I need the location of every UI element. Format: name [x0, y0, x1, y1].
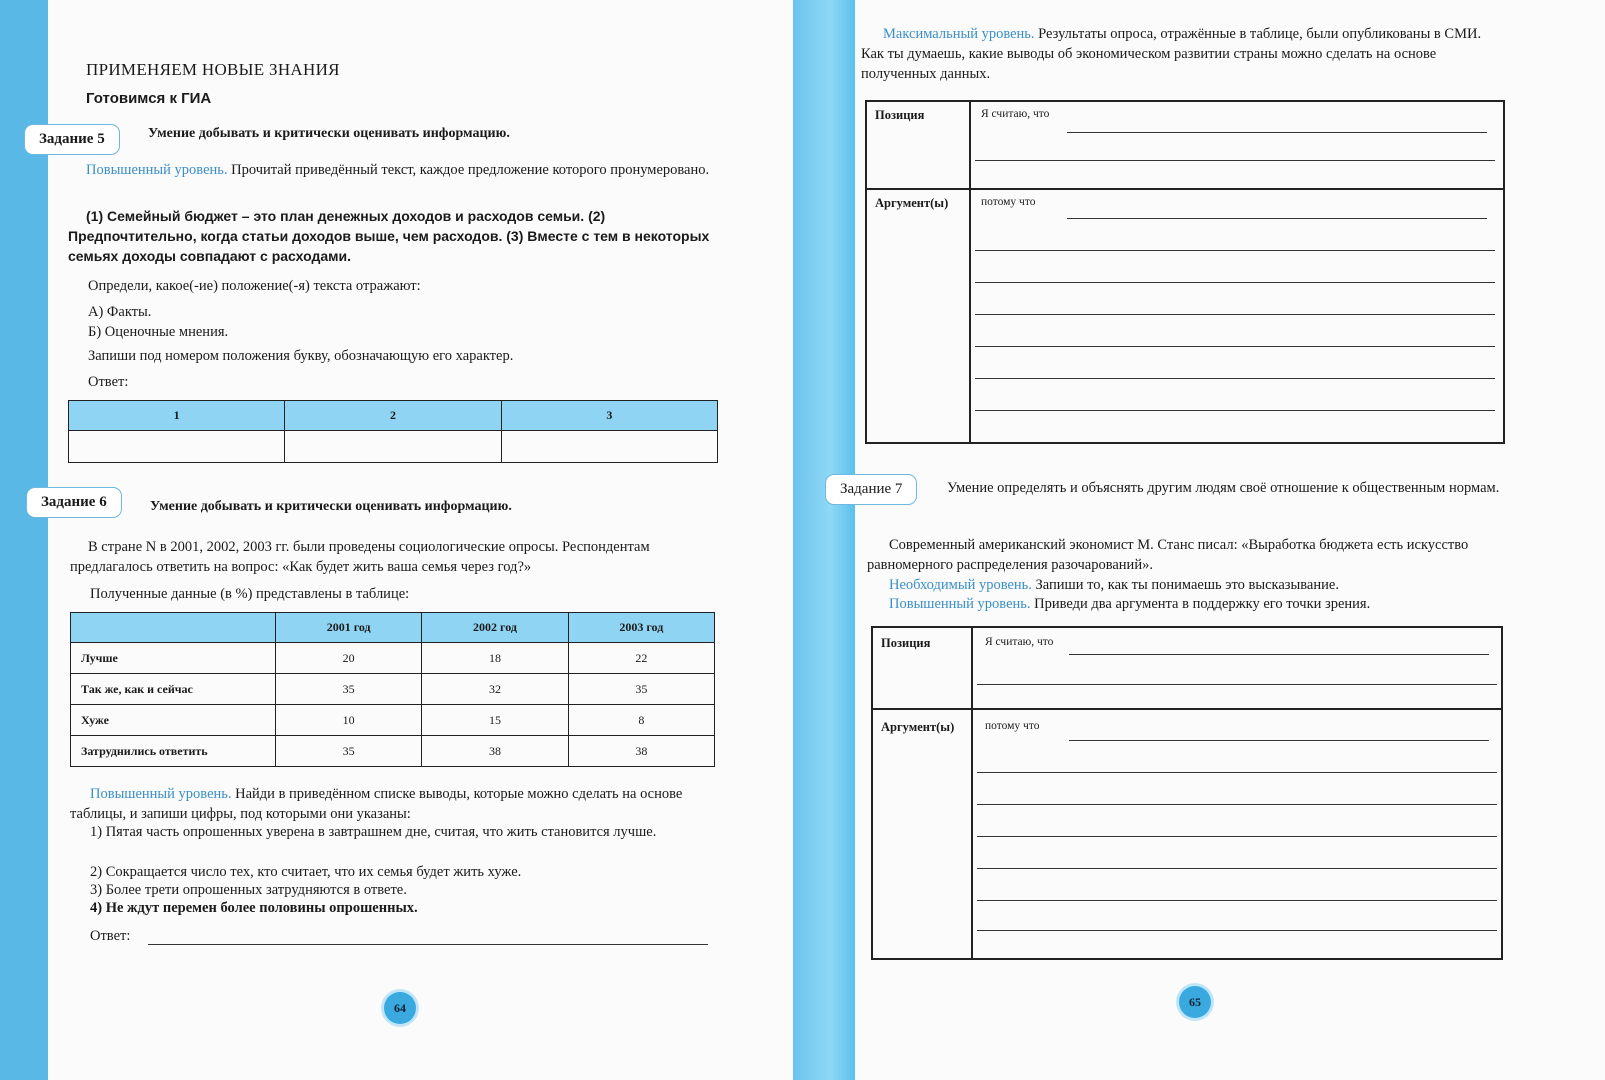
answer-col-1: 1	[67, 400, 286, 431]
writing-line[interactable]	[1067, 218, 1487, 219]
answer-col-2: 2	[284, 400, 502, 431]
task7-task1: Запиши то, как ты понимаешь это высказыв…	[1035, 577, 1339, 593]
writing-line[interactable]	[975, 346, 1495, 347]
row-label: Хуже	[70, 704, 276, 736]
cell: 10	[274, 704, 423, 736]
writing-line[interactable]	[977, 868, 1497, 869]
cell: 35	[274, 735, 423, 767]
position-argument-form-2: Позиция Я считаю, что Аргумент(ы) потому…	[871, 626, 1503, 960]
cell: 38	[567, 735, 716, 767]
task6-option-1: 1) Пятая часть опрошенных уверена в завт…	[90, 824, 657, 840]
task5-question: Определи, какое(-ие) положение(-я) текст…	[88, 278, 421, 294]
table-row: Хуже 10 15 8	[70, 704, 716, 736]
writing-line[interactable]	[975, 250, 1495, 251]
task5-label: Задание 5	[24, 124, 120, 155]
book-spine	[793, 0, 855, 1080]
writing-line[interactable]	[977, 900, 1497, 901]
argument-hint: потому что	[985, 720, 1040, 732]
task7-skill: Умение определять и объяснять другим люд…	[947, 480, 1500, 496]
task7-level1: Необходимый уровень.	[889, 577, 1032, 593]
task5-option-b: Б) Оценочные мнения.	[88, 324, 229, 340]
cell: 8	[567, 704, 716, 736]
position-argument-form-1: Позиция Я считаю, что Аргумент(ы) потому…	[865, 100, 1505, 444]
position-label: Позиция	[875, 108, 925, 122]
right-page: Максимальный уровень. Результаты опроса,…	[825, 0, 1605, 1080]
survey-header-2001: 2001 год	[274, 612, 423, 643]
left-page: ПРИМЕНЯЕМ НОВЫЕ ЗНАНИЯ Готовимся к ГИА З…	[24, 0, 793, 1080]
task6-skill: Умение добывать и критически оценивать и…	[150, 499, 512, 514]
row-label: Лучше	[70, 642, 276, 674]
task6-intro: В стране N в 2001, 2002, 2003 гг. были п…	[70, 539, 650, 575]
writing-line[interactable]	[977, 836, 1497, 837]
task6-option-4: 4) Не ждут перемен более половины опроше…	[90, 900, 418, 916]
page-number: 65	[1179, 986, 1211, 1018]
argument-label: Аргумент(ы)	[875, 196, 949, 210]
section-title: ПРИМЕНЯЕМ НОВЫЕ ЗНАНИЯ	[86, 60, 340, 79]
cell: 35	[274, 673, 423, 705]
task7-level2: Повышенный уровень.	[889, 596, 1031, 612]
page-number: 64	[384, 992, 416, 1024]
task7-label: Задание 7	[825, 474, 918, 505]
writing-line[interactable]	[975, 314, 1495, 315]
survey-header-2002: 2002 год	[421, 612, 569, 643]
writing-line[interactable]	[975, 410, 1495, 411]
task7-quote: Современный американский экономист М. Ст…	[867, 537, 1469, 573]
task7-task2: Приведи два аргумента в поддержку его то…	[1034, 596, 1371, 612]
survey-header-blank	[70, 612, 276, 643]
position-label: Позиция	[881, 636, 931, 650]
answer-cell-3[interactable]	[500, 430, 719, 463]
survey-header-2003: 2003 год	[567, 612, 716, 643]
task5-option-a: А) Факты.	[88, 304, 152, 320]
task5-intro: Прочитай приведённый текст, каждое предл…	[231, 162, 710, 178]
writing-line[interactable]	[1067, 132, 1487, 133]
subtitle: Готовимся к ГИА	[86, 90, 212, 107]
cell: 18	[421, 642, 569, 674]
writing-line[interactable]	[975, 378, 1495, 379]
task5-text: (1) Семейный бюджет – это план денежных …	[68, 208, 710, 264]
argument-hint: потому что	[981, 196, 1036, 208]
position-hint: Я считаю, что	[981, 108, 1050, 120]
task6-label: Задание 6	[26, 487, 122, 518]
task6-option-3: 3) Более трети опрошенных затрудняются в…	[90, 882, 407, 898]
task6-option-2: 2) Сокращается число тех, кто считает, ч…	[90, 864, 522, 880]
answer-cell-1[interactable]	[67, 430, 286, 463]
writing-line[interactable]	[1069, 740, 1489, 741]
table-row: Лучше 20 18 22	[70, 642, 716, 674]
writing-line[interactable]	[977, 804, 1497, 805]
cell: 32	[421, 673, 569, 705]
writing-line[interactable]	[1069, 654, 1489, 655]
task6-answer-label: Ответ:	[90, 928, 131, 944]
answer-cell-2[interactable]	[284, 430, 502, 463]
survey-table: 2001 год 2002 год 2003 год Лучше 20 18 22 Т…	[70, 612, 716, 767]
task6-answer-line[interactable]	[148, 944, 708, 945]
argument-label: Аргумент(ы)	[881, 720, 955, 734]
task6-table-caption: Полученные данные (в %) представлены в т…	[90, 586, 410, 602]
cell: 38	[421, 735, 569, 767]
task5-skill: Умение добывать и критически оценивать и…	[148, 126, 510, 141]
cell: 35	[567, 673, 716, 705]
writing-line[interactable]	[977, 930, 1497, 931]
cell: 22	[567, 642, 716, 674]
position-hint: Я считаю, что	[985, 636, 1054, 648]
row-label: Так же, как и сейчас	[70, 673, 276, 705]
answer-col-3: 3	[500, 400, 719, 431]
writing-line[interactable]	[975, 160, 1495, 161]
task6-level: Повышенный уровень.	[90, 786, 232, 802]
max-level: Максимальный уровень.	[883, 26, 1035, 42]
task6-question: Найди в приведённом списке выводы, котор…	[70, 786, 683, 822]
row-label: Затруднились ответить	[70, 735, 276, 767]
writing-line[interactable]	[977, 684, 1497, 685]
writing-line[interactable]	[975, 282, 1495, 283]
cell: 20	[274, 642, 423, 674]
task5-instruction: Запиши под номером положения букву, обоз…	[88, 348, 514, 364]
max-level-text: Результаты опроса, отражённые в таблице,…	[861, 26, 1482, 82]
cell: 15	[421, 704, 569, 736]
task5-level: Повышенный уровень.	[86, 162, 228, 178]
table-row: Так же, как и сейчас 35 32 35	[70, 673, 716, 705]
writing-line[interactable]	[977, 772, 1497, 773]
table-row: Затруднились ответить 35 38 38	[70, 735, 716, 767]
task5-answer-label: Ответ:	[88, 374, 129, 390]
